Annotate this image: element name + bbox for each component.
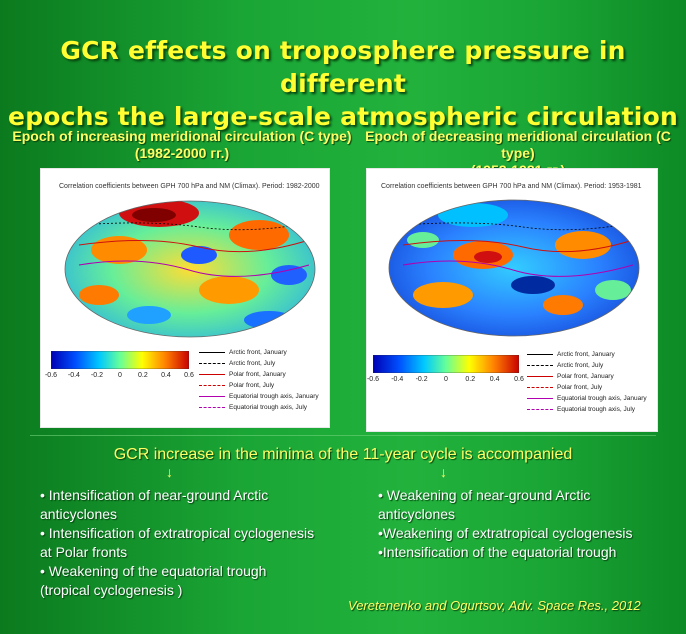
- left-epoch-heading: Epoch of increasing meridional circulati…: [8, 128, 356, 162]
- right-map-title: Correlation coefficients between GPH 700…: [381, 183, 642, 190]
- list-item: • Intensification of extratropical cyclo…: [40, 525, 315, 541]
- left-tick: -0.4: [67, 372, 80, 379]
- list-item: •Intensification of the equatorial troug…: [378, 544, 617, 560]
- right-tick: -0.2: [415, 376, 428, 383]
- list-item: • Weakening of near-ground Arctic: [378, 487, 591, 503]
- left-colorbar-ticks: -0.6 -0.4 -0.2 0 0.2 0.4 0.6: [45, 372, 194, 382]
- legend-arctic-jul: Arctic front, July: [557, 362, 604, 369]
- left-correlation-map-panel: Correlation coefficients between GPH 700…: [40, 168, 330, 428]
- legend-arctic-jul: Arctic front, July: [229, 360, 276, 367]
- right-tick: -0.4: [391, 376, 404, 383]
- legend-eq-jan: Equatorial trough axis, January: [557, 395, 647, 402]
- title-line-1: GCR effects on troposphere pressure in d…: [60, 36, 626, 98]
- title-line-2: epochs the large-scale atmospheric circu…: [8, 102, 678, 131]
- left-colorbar: [51, 351, 189, 369]
- left-tick: 0: [118, 372, 122, 379]
- left-correlation-map: [64, 200, 316, 338]
- right-tick: 0.6: [514, 376, 524, 383]
- right-tick: 0.2: [465, 376, 476, 383]
- right-tick: 0: [444, 376, 448, 383]
- right-down-arrow-icon: ↓: [440, 464, 447, 480]
- gcr-heading: GCR increase in the minima of the 11-yea…: [113, 446, 573, 463]
- left-epoch-line-2: (1982-2000 гг.): [134, 145, 230, 161]
- left-tick: -0.2: [90, 372, 103, 379]
- list-item: •Weakening of extratropical cyclogenesis: [378, 525, 633, 541]
- list-item: at Polar fronts: [40, 544, 128, 560]
- right-effects-list: • Weakening of near-ground Arctic anticy…: [378, 486, 678, 562]
- citation: Veretenenko and Ogurtsov, Adv. Space Res…: [348, 598, 641, 613]
- left-tick: 0.4: [161, 372, 171, 379]
- legend-arctic-jan: Arctic front, January: [229, 349, 287, 356]
- slide-title: GCR effects on troposphere pressure in d…: [0, 34, 686, 133]
- list-item: • Weakening of the equatorial trough: [40, 563, 267, 579]
- right-epoch-line-1: Epoch of decreasing meridional circulati…: [365, 128, 671, 161]
- left-tick: 0.6: [184, 372, 194, 379]
- right-tick: -0.6: [366, 376, 380, 383]
- legend-polar-jul: Polar front, July: [557, 384, 603, 391]
- section-divider: [30, 435, 656, 436]
- right-correlation-map-panel: Correlation coefficients between GPH 700…: [366, 168, 658, 432]
- right-colorbar: [373, 355, 519, 373]
- legend-polar-jan: Polar front, January: [229, 371, 286, 378]
- right-correlation-map: [388, 199, 640, 337]
- right-tick: 0.4: [489, 376, 500, 383]
- left-effects-list: • Intensification of near-ground Arctic …: [40, 486, 350, 600]
- list-item: (tropical cyclogenesis ): [40, 582, 183, 598]
- right-legend: Arctic front, January Arctic front, July…: [527, 351, 653, 427]
- left-tick: 0.2: [138, 372, 148, 379]
- left-down-arrow-icon: ↓: [166, 464, 173, 480]
- list-item: • Intensification of near-ground Arctic: [40, 487, 269, 503]
- left-map-title: Correlation coefficients between GPH 700…: [59, 183, 320, 190]
- legend-polar-jul: Polar front, July: [229, 382, 275, 389]
- right-colorbar-ticks: -0.6 -0.4 -0.2 0 0.2 0.4 0.6: [367, 376, 524, 386]
- legend-arctic-jan: Arctic front, January: [557, 351, 615, 358]
- legend-polar-jan: Polar front, January: [557, 373, 614, 380]
- legend-eq-jul: Equatorial trough axis, July: [229, 404, 308, 411]
- left-tick: -0.6: [44, 372, 58, 379]
- left-legend: Arctic front, January Arctic front, July…: [199, 349, 325, 425]
- list-item: anticyclones: [40, 506, 118, 522]
- legend-eq-jan: Equatorial trough axis, January: [229, 393, 319, 400]
- legend-eq-jul: Equatorial trough axis, July: [557, 406, 636, 413]
- list-item: anticyclones: [378, 506, 456, 522]
- left-epoch-line-1: Epoch of increasing meridional circulati…: [12, 128, 352, 144]
